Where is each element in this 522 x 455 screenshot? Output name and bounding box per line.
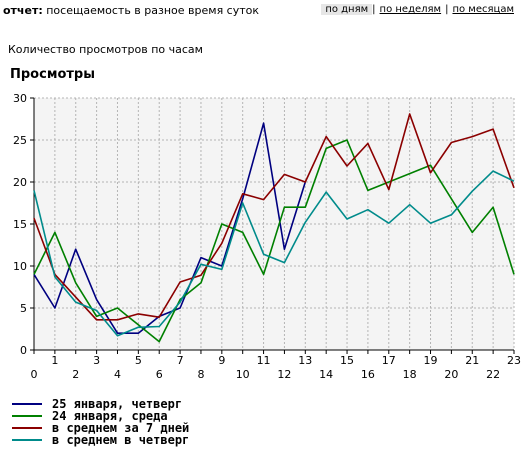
report-title: отчет: посещаемость в разное время суток xyxy=(3,4,259,17)
period-switch: по дням | по неделям | по месяцам xyxy=(321,4,518,15)
legend-label: 25 января, четверг xyxy=(52,397,183,411)
legend-item: 24 января, среда xyxy=(12,410,189,422)
x-tick-label: 8 xyxy=(197,368,204,381)
x-tick-label: 13 xyxy=(298,354,312,367)
x-tick-label: 23 xyxy=(507,354,521,367)
report-label: отчет: xyxy=(3,4,43,17)
x-tick-label: 18 xyxy=(403,368,417,381)
series-line-3 xyxy=(33,170,515,337)
y-tick-label: 30 xyxy=(13,92,27,105)
x-tick-label: 14 xyxy=(319,368,333,381)
y-tick-label: 0 xyxy=(20,344,27,357)
x-tick-label: 2 xyxy=(72,368,79,381)
x-tick-label: 6 xyxy=(156,368,163,381)
legend-line-3 xyxy=(12,439,42,441)
y-tick-label: 5 xyxy=(20,302,27,315)
chart-title: Просмотры xyxy=(10,67,95,82)
y-tick-label: 10 xyxy=(13,260,27,273)
y-tick-label: 25 xyxy=(13,134,27,147)
views-chart: Просмотры0510152025300123456789101112131… xyxy=(10,67,521,381)
series-line-1 xyxy=(33,139,515,343)
legend-line-1 xyxy=(12,415,42,417)
legend-item: в среднем в четверг xyxy=(12,434,189,446)
x-tick-label: 0 xyxy=(31,368,38,381)
legend-label: в среднем в четверг xyxy=(52,433,190,447)
x-tick-label: 16 xyxy=(361,368,375,381)
x-tick-label: 12 xyxy=(277,368,291,381)
chart-legend: 25 января, четверг 24 января, среда в ср… xyxy=(12,398,189,446)
legend-line-0 xyxy=(12,403,42,405)
x-tick-label: 1 xyxy=(51,354,58,367)
x-tick-label: 9 xyxy=(218,354,225,367)
x-tick-label: 7 xyxy=(177,354,184,367)
x-tick-label: 17 xyxy=(382,354,396,367)
x-tick-label: 11 xyxy=(257,354,271,367)
x-tick-label: 22 xyxy=(486,368,500,381)
legend-label: 24 января, среда xyxy=(52,409,168,423)
y-tick-label: 15 xyxy=(13,218,27,231)
x-tick-label: 5 xyxy=(135,354,142,367)
chart-subtitle: Количество просмотров по часам xyxy=(8,43,203,56)
tab-by-weeks[interactable]: по неделям xyxy=(379,4,442,15)
x-tick-label: 19 xyxy=(424,354,438,367)
legend-item: 25 января, четверг xyxy=(12,398,189,410)
legend-line-2 xyxy=(12,427,42,429)
report-name: посещаемость в разное время суток xyxy=(46,4,260,17)
series-line-0 xyxy=(33,122,307,335)
legend-item: в среднем за 7 дней xyxy=(12,422,189,434)
tab-by-months[interactable]: по месяцам xyxy=(452,4,514,15)
x-tick-label: 4 xyxy=(114,368,121,381)
legend-label: в среднем за 7 дней xyxy=(52,421,190,435)
x-tick-label: 10 xyxy=(236,368,250,381)
y-tick-label: 20 xyxy=(13,176,27,189)
x-tick-label: 20 xyxy=(444,368,458,381)
x-tick-label: 15 xyxy=(340,354,354,367)
x-tick-label: 3 xyxy=(93,354,100,367)
x-tick-label: 21 xyxy=(465,354,479,367)
tab-by-days[interactable]: по дням xyxy=(321,4,373,15)
series-line-2 xyxy=(33,113,515,321)
